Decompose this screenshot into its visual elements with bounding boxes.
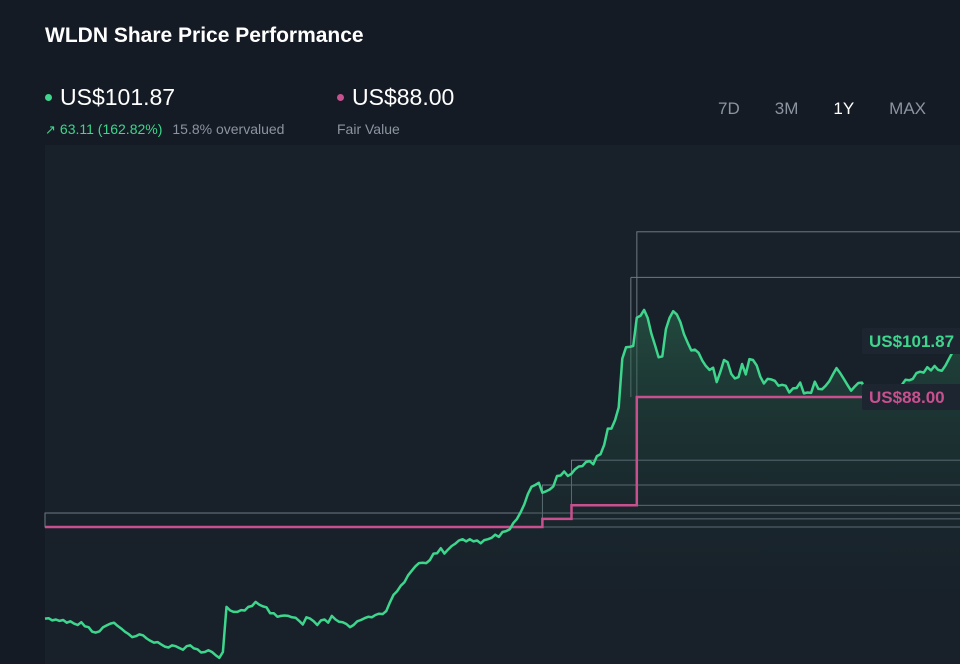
tab-1y[interactable]: 1Y [833,99,855,118]
price-area-fill [45,309,960,664]
svg-text:US$88.00: US$88.00 [869,388,945,407]
svg-text:US$101.87: US$101.87 [869,332,954,351]
fair-value-value: US$88.00 [352,84,455,110]
share-price-line [44,308,960,660]
arrow-up-right-icon: ↗ [45,122,56,137]
price-dot-icon [45,94,52,101]
price-change-value: 63.11 (162.82%) [59,121,163,137]
fair-value-stat: US$88.00 Fair Value [337,84,454,137]
valuation-text: 15.8% overvalued [172,121,285,137]
page-title: WLDN Share Price Performance [45,24,364,47]
share-price-stat: US$101.87 ↗ 63.11 (162.82%) 15.8% overvalu… [45,84,284,138]
fair-value-line [45,395,960,529]
fair-value-end-label: US$88.00 [862,384,960,410]
tab-7d[interactable]: 7D [718,99,740,118]
share-price-value: US$101.87 [60,84,176,110]
price-end-label: US$101.87 [862,328,960,354]
time-range-tabs: 7D 3M 1Y MAX [718,99,926,119]
price-change: ↗ 63.11 (162.82%) [45,121,162,137]
fair-value-label: Fair Value [337,121,400,137]
tab-3m[interactable]: 3M [774,99,799,118]
tab-max[interactable]: MAX [889,99,926,118]
fair-value-dot-icon [337,94,344,101]
